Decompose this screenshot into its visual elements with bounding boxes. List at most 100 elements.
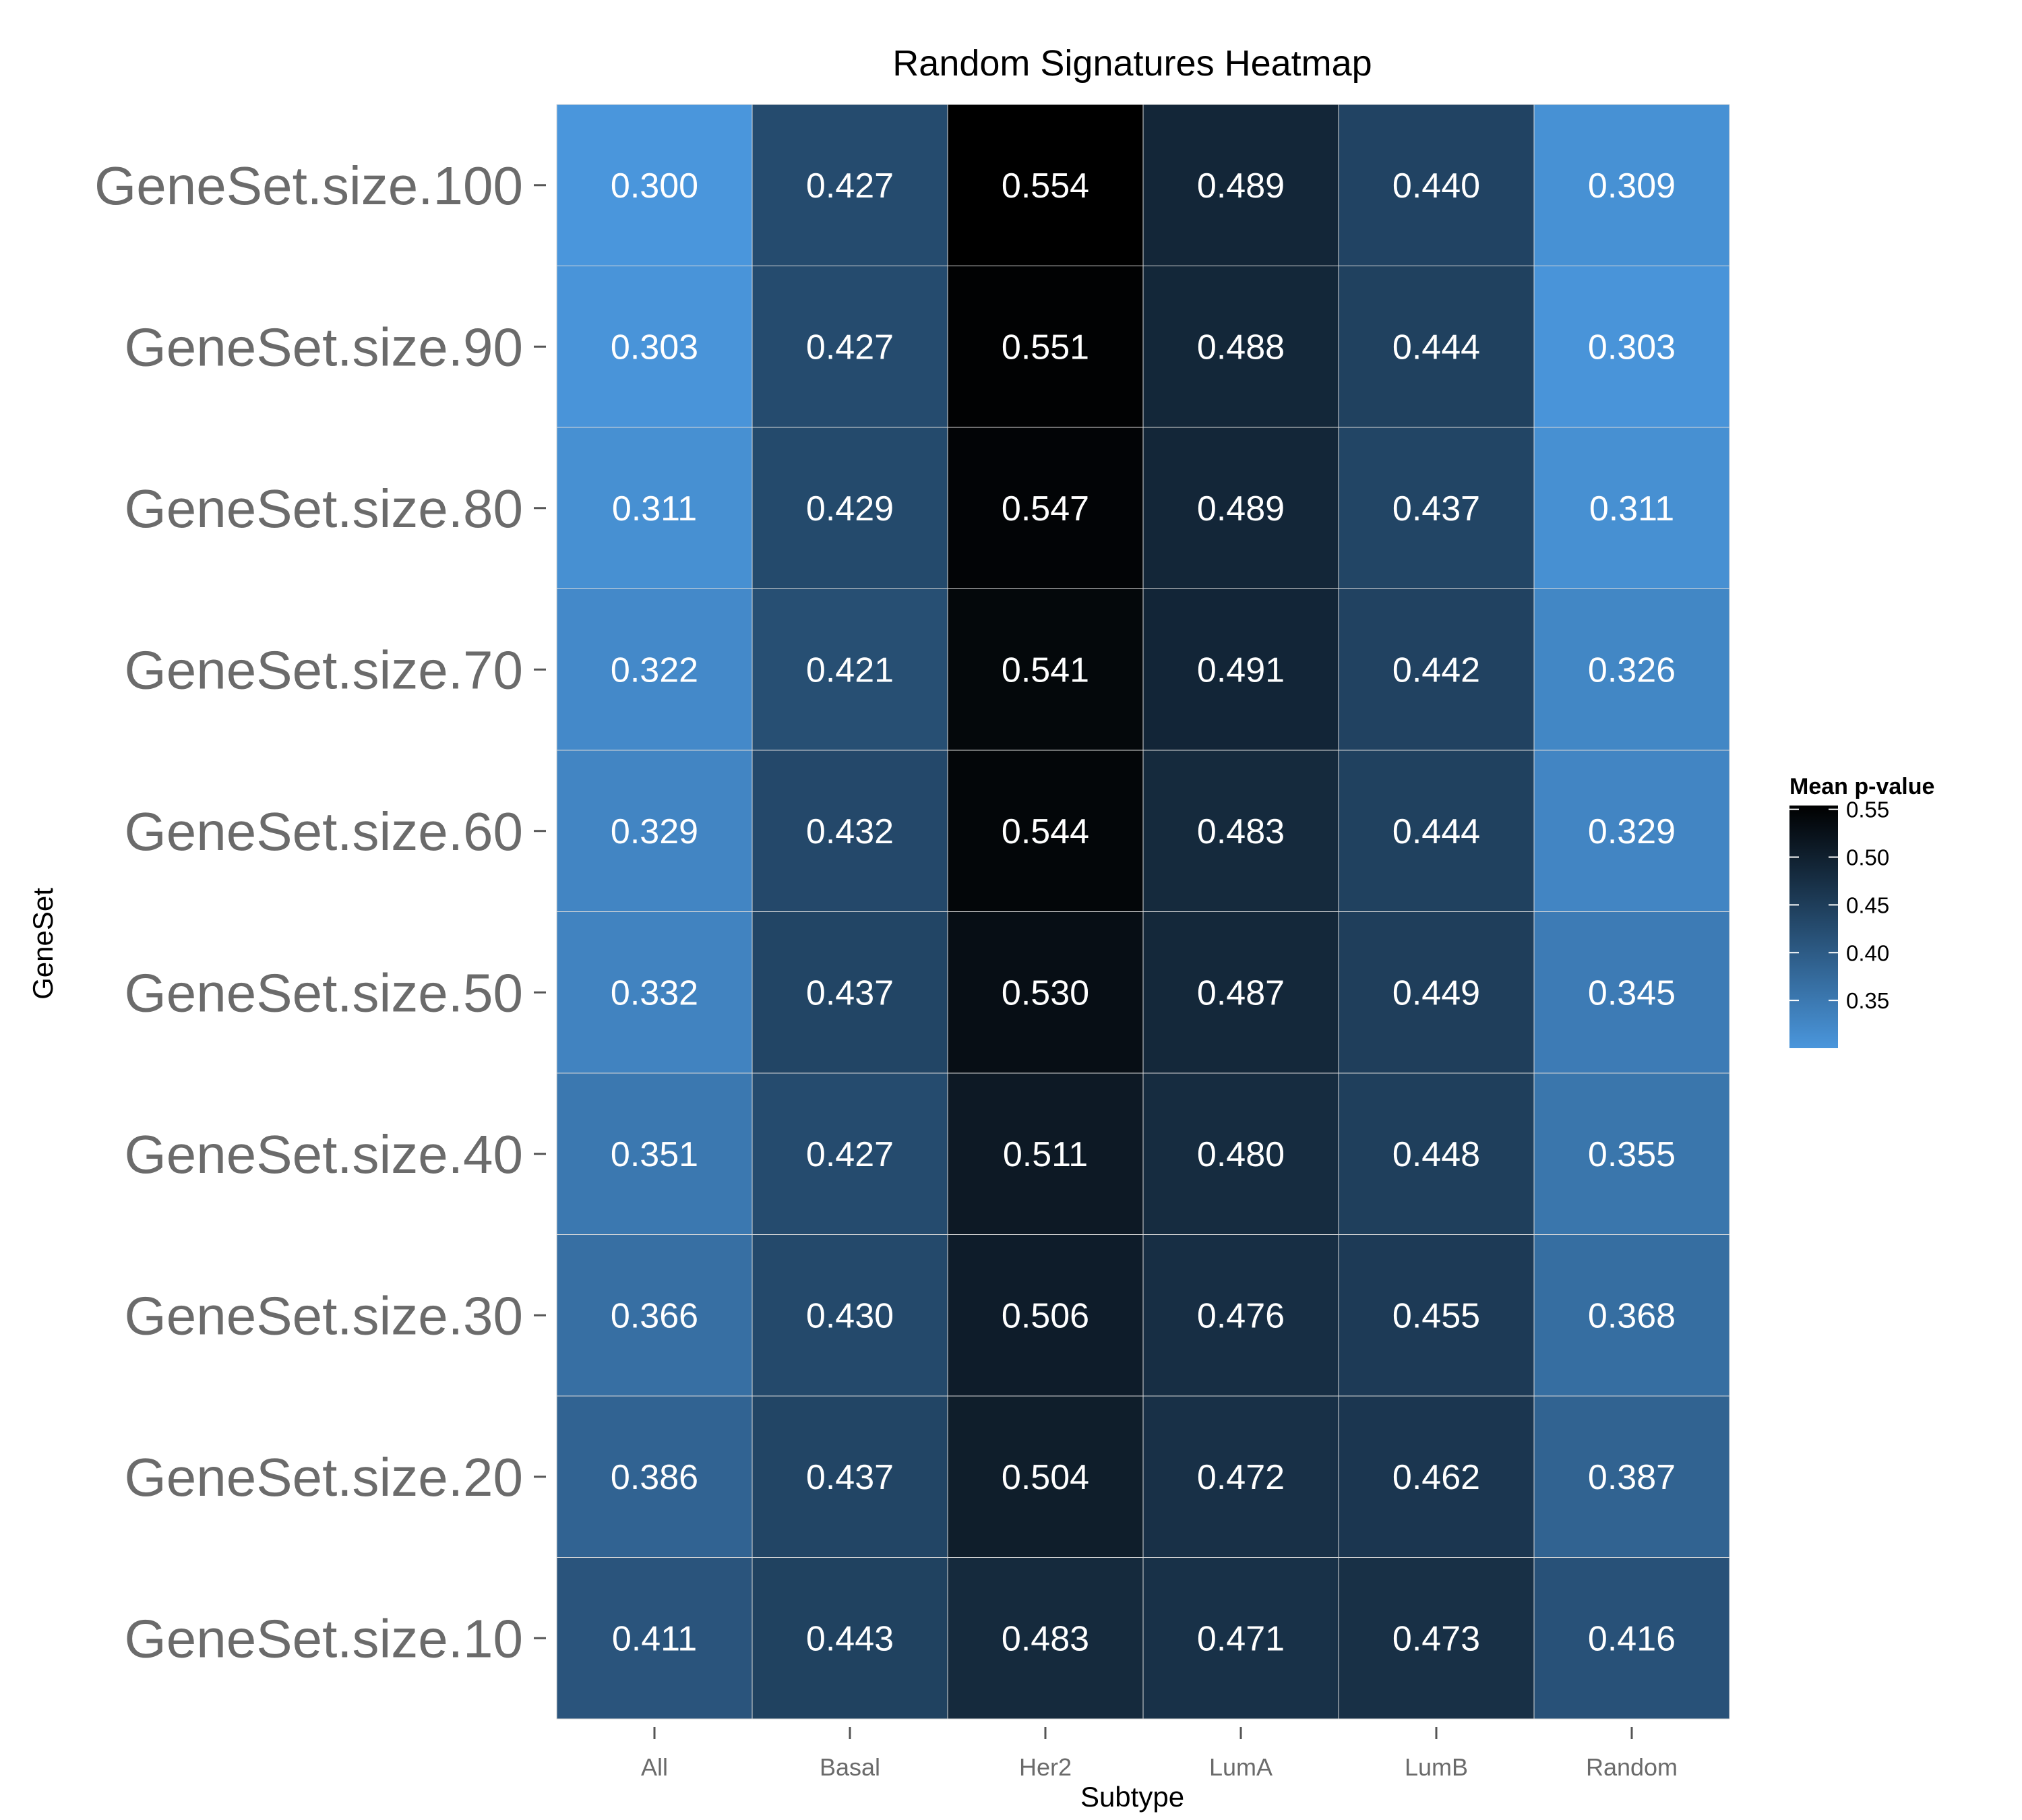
heatmap-cell <box>947 1072 1144 1235</box>
heatmap-cells: 0.300 0.427 0.554 0.489 0.440 0.309 0.303 0.427… <box>556 104 1730 1720</box>
heatmap-cell <box>752 1072 948 1235</box>
heatmap-cell <box>556 588 753 751</box>
heatmap-cell <box>1338 104 1535 266</box>
legend-tick-label: 0.35 <box>1846 988 1889 1013</box>
heatmap-cell <box>1338 588 1535 751</box>
heatmap-cell <box>556 911 753 1074</box>
x-tick-label: Basal <box>820 1753 880 1781</box>
cell-value-label: 0.449 <box>1392 973 1480 1012</box>
cell-value-label: 0.366 <box>611 1296 698 1335</box>
cell-value-label: 0.455 <box>1392 1296 1480 1335</box>
heatmap-cell <box>947 1557 1144 1720</box>
cell-value-label: 0.326 <box>1588 650 1676 690</box>
heatmap-cell <box>1338 1234 1535 1397</box>
x-tick-label: Random <box>1586 1753 1678 1781</box>
cell-value-label: 0.480 <box>1197 1135 1285 1174</box>
heatmap-cell <box>1142 266 1339 428</box>
heatmap-cell <box>1533 1395 1730 1558</box>
cell-value-label: 0.368 <box>1588 1296 1676 1335</box>
cell-value-label: 0.437 <box>806 973 894 1012</box>
heatmap-cell <box>1533 750 1730 912</box>
heatmap-cell <box>1142 911 1339 1074</box>
cell-value-label: 0.303 <box>1588 328 1676 367</box>
cell-value-label: 0.506 <box>1002 1296 1089 1335</box>
heatmap-cell <box>1338 1557 1535 1720</box>
heatmap-cell <box>556 104 753 266</box>
y-tick-label: GeneSet.size.40 <box>125 1124 523 1184</box>
cell-value-label: 0.430 <box>806 1296 894 1335</box>
cell-value-label: 0.411 <box>612 1619 697 1658</box>
heatmap-cell <box>752 266 948 428</box>
y-tick-label: GeneSet.size.60 <box>125 801 523 861</box>
heatmap-cell <box>1142 427 1339 589</box>
cell-value-label: 0.332 <box>611 973 698 1012</box>
cell-value-label: 0.311 <box>612 489 697 528</box>
cell-value-label: 0.440 <box>1392 166 1480 206</box>
heatmap-cell <box>556 1395 753 1558</box>
cell-value-label: 0.303 <box>611 328 698 367</box>
heatmap-cell <box>556 1557 753 1720</box>
heatmap-cell <box>1533 104 1730 266</box>
heatmap-cell <box>1142 1557 1339 1720</box>
heatmap-cell <box>947 427 1144 589</box>
heatmap-cell <box>947 1234 1144 1397</box>
heatmap-cell <box>556 427 753 589</box>
cell-value-label: 0.462 <box>1392 1458 1480 1497</box>
heatmap-cell <box>1142 750 1339 912</box>
y-tick-label: GeneSet.size.70 <box>125 640 523 700</box>
cell-value-label: 0.432 <box>806 812 894 851</box>
x-axis-title: Subtype <box>1080 1781 1184 1813</box>
legend-tick-label: 0.55 <box>1846 797 1889 822</box>
legend-color-bar <box>1789 806 1838 1048</box>
chart-title: Random Signatures Heatmap <box>892 43 1372 84</box>
legend-tick-label: 0.40 <box>1846 940 1889 965</box>
cell-value-label: 0.489 <box>1197 489 1285 528</box>
cell-value-label: 0.547 <box>1002 489 1089 528</box>
cell-value-label: 0.329 <box>611 812 698 851</box>
cell-value-label: 0.427 <box>806 1135 894 1174</box>
x-tick-label: LumB <box>1405 1753 1468 1781</box>
y-axis-title: GeneSet <box>27 888 59 1000</box>
cell-value-label: 0.437 <box>806 1458 894 1497</box>
y-axis: GeneSet.size.100 GeneSet.size.90 GeneSet.s… <box>94 156 546 1668</box>
cell-value-label: 0.329 <box>1588 812 1676 851</box>
heatmap-cell <box>1533 911 1730 1074</box>
legend-tick-label: 0.50 <box>1846 845 1889 870</box>
cell-value-label: 0.387 <box>1588 1458 1676 1497</box>
heatmap-cell <box>1142 104 1339 266</box>
color-legend: Mean p-value 0.35 0.40 0.45 0.50 0.55 <box>1789 774 1934 1048</box>
heatmap-cell <box>556 1234 753 1397</box>
heatmap-cell <box>752 1557 948 1720</box>
cell-value-label: 0.511 <box>1003 1135 1088 1174</box>
y-tick-label: GeneSet.size.50 <box>125 963 523 1023</box>
cell-value-label: 0.427 <box>806 328 894 367</box>
cell-value-label: 0.483 <box>1002 1619 1089 1658</box>
cell-value-label: 0.444 <box>1392 812 1480 851</box>
cell-value-label: 0.489 <box>1197 166 1285 206</box>
cell-value-label: 0.427 <box>806 166 894 206</box>
heatmap-cell <box>752 104 948 266</box>
cell-value-label: 0.554 <box>1002 166 1089 206</box>
legend-tick-label: 0.45 <box>1846 892 1889 917</box>
heatmap-cell <box>1338 750 1535 912</box>
heatmap-cell <box>556 266 753 428</box>
heatmap-cell <box>947 588 1144 751</box>
cell-value-label: 0.300 <box>611 166 698 206</box>
x-tick-label: Her2 <box>1019 1753 1072 1781</box>
cell-value-label: 0.444 <box>1392 328 1480 367</box>
heatmap-cell <box>1533 588 1730 751</box>
heatmap-cell <box>1533 427 1730 589</box>
heatmap-cell <box>752 750 948 912</box>
heatmap-cell <box>947 750 1144 912</box>
heatmap-cell <box>556 750 753 912</box>
heatmap-cell <box>947 1395 1144 1558</box>
x-axis: All Basal Her2 LumA LumB Random <box>641 1727 1678 1781</box>
heatmap-cell <box>1533 1234 1730 1397</box>
heatmap-cell <box>1142 1072 1339 1235</box>
cell-value-label: 0.386 <box>611 1458 698 1497</box>
cell-value-label: 0.544 <box>1002 812 1089 851</box>
heatmap-cell <box>752 1395 948 1558</box>
heatmap-cell <box>1142 1234 1339 1397</box>
cell-value-label: 0.530 <box>1002 973 1089 1012</box>
